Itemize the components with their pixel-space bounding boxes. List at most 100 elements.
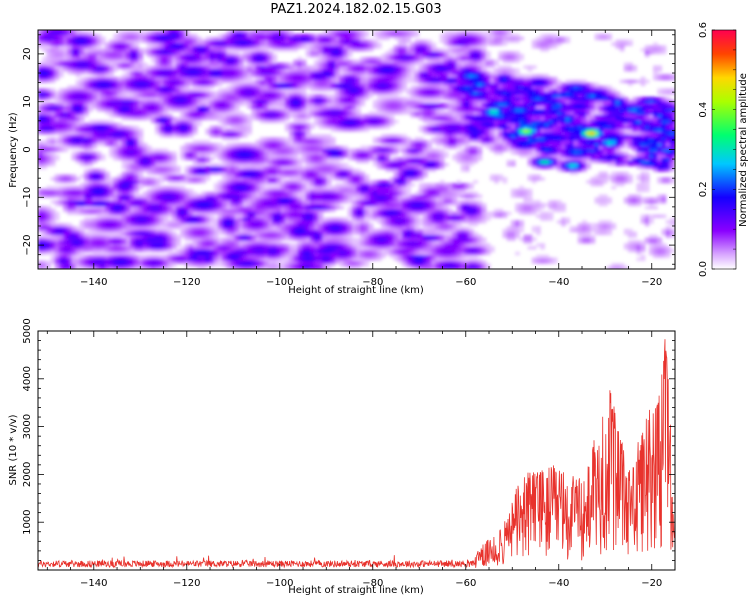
heatmap-cell: [213, 76, 219, 81]
heatmap-cell: [159, 30, 165, 32]
heatmap-cell: [293, 234, 299, 239]
heatmap-cell: [96, 208, 102, 213]
heatmap-cell: [155, 240, 160, 244]
heatmap-cell: [54, 114, 60, 118]
heatmap-cell: [109, 197, 114, 201]
heatmap-cell: [155, 105, 160, 109]
heatmap-cell: [209, 91, 215, 95]
heatmap-cell: [138, 237, 144, 241]
heatmap-cell: [247, 59, 252, 64]
heatmap-cell: [247, 220, 252, 224]
heatmap-cell: [188, 217, 194, 221]
heatmap-cell: [184, 223, 190, 227]
heatmap-cell: [230, 82, 236, 87]
heatmap-cell: [75, 91, 81, 95]
heatmap-cell: [197, 246, 202, 250]
heatmap-cell: [88, 108, 93, 112]
heatmap-cell: [301, 42, 307, 46]
heatmap-cell: [243, 180, 248, 184]
heatmap-cell: [238, 122, 244, 127]
heatmap-cell: [297, 68, 303, 72]
heatmap-cell: [117, 177, 123, 181]
heatmap-cell: [238, 228, 244, 233]
heatmap-cell: [293, 42, 299, 46]
heatmap-cell: [180, 74, 186, 78]
heatmap-cell: [192, 119, 198, 124]
heatmap-cell: [38, 220, 43, 224]
heatmap-cell: [305, 45, 311, 49]
heatmap-cell: [159, 128, 165, 132]
heatmap-cell: [255, 42, 261, 46]
heatmap-cell: [155, 76, 160, 81]
heatmap-cell: [176, 168, 181, 173]
heatmap-cell: [293, 139, 299, 144]
heatmap-cell: [155, 208, 160, 213]
heatmap-cell: [121, 74, 127, 78]
heatmap-cell: [318, 191, 324, 196]
heatmap-cell: [217, 145, 223, 150]
heatmap-cell: [54, 148, 60, 152]
heatmap-cell: [142, 117, 148, 121]
heatmap-cell: [113, 48, 119, 52]
heatmap-cell: [180, 68, 186, 72]
heatmap-cell: [121, 191, 127, 196]
heatmap-cell: [63, 174, 68, 178]
heatmap-cell: [125, 228, 131, 233]
heatmap-cell: [171, 211, 177, 216]
heatmap-cell: [75, 203, 81, 207]
heatmap-cell: [58, 33, 64, 38]
heatmap-cell: [155, 74, 160, 78]
heatmap-cell: [184, 237, 190, 241]
heatmap-cell: [284, 68, 290, 72]
heatmap-cell: [146, 94, 152, 98]
heatmap-cell: [264, 208, 269, 213]
heatmap-cell: [305, 157, 311, 161]
heatmap-cell: [264, 205, 269, 210]
heatmap-cell: [50, 117, 56, 121]
heatmap-cell: [234, 134, 240, 138]
heatmap-cell: [58, 111, 64, 115]
heatmap-cell: [92, 251, 98, 256]
heatmap-cell: [234, 56, 240, 61]
heatmap-cell: [213, 254, 219, 259]
heatmap-cell: [50, 48, 56, 52]
heatmap-cell: [88, 237, 93, 241]
heatmap-cell: [67, 226, 73, 230]
heatmap-cell: [171, 194, 177, 198]
heatmap-cell: [301, 231, 307, 236]
heatmap-cell: [318, 254, 324, 259]
heatmap-cell: [280, 119, 286, 124]
heatmap-cell: [238, 88, 244, 92]
heatmap-cell: [159, 254, 165, 259]
heatmap-cell: [272, 36, 278, 41]
heatmap-cell: [222, 174, 227, 178]
heatmap-cell: [297, 56, 303, 61]
heatmap-cell: [117, 157, 123, 161]
heatmap-cell: [46, 228, 52, 233]
heatmap-cell: [42, 226, 47, 230]
heatmap-cell: [226, 185, 232, 190]
heatmap-cell: [163, 45, 169, 49]
heatmap-cell: [84, 39, 89, 44]
heatmap-cell: [79, 56, 85, 61]
heatmap-cell: [234, 142, 240, 147]
heatmap-cell: [264, 99, 269, 104]
heatmap-cell: [88, 154, 93, 158]
heatmap-cell: [251, 154, 257, 158]
heatmap-cell: [151, 117, 156, 121]
heatmap-cell: [276, 91, 282, 95]
heatmap-cell: [46, 145, 52, 150]
heatmap-cell: [88, 220, 93, 224]
heatmap-cell: [105, 217, 110, 221]
heatmap-cell: [92, 211, 98, 216]
heatmap-cell: [176, 177, 181, 181]
heatmap-cell: [268, 119, 273, 124]
heatmap-cell: [167, 220, 173, 224]
heatmap-cell: [88, 99, 93, 104]
heatmap-cell: [121, 91, 127, 95]
heatmap-cell: [84, 220, 89, 224]
heatmap-cell: [297, 203, 303, 207]
heatmap-cell: [109, 79, 114, 84]
heatmap-cell: [293, 137, 299, 141]
heatmap-cell: [180, 33, 186, 38]
